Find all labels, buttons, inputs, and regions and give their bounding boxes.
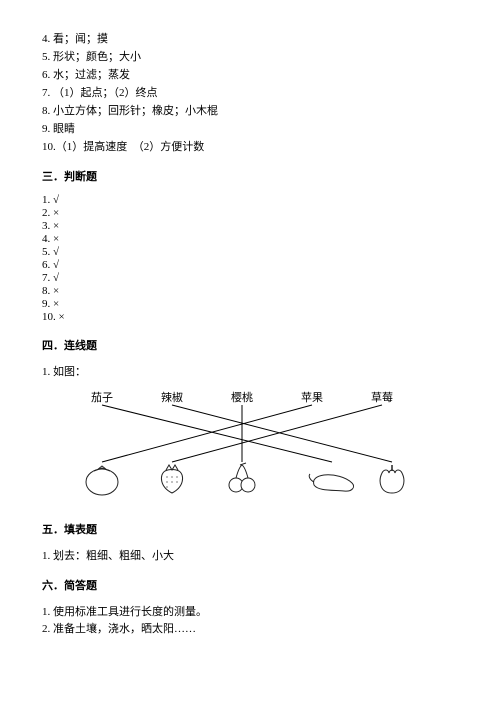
judge-item: 4. × <box>42 233 458 245</box>
section5-title: 五．填表题 <box>42 521 458 537</box>
strawberry-icon <box>161 465 182 493</box>
pepper-icon <box>380 465 404 493</box>
matching-label: 辣椒 <box>161 390 183 404</box>
tomato-icon <box>86 466 118 495</box>
qa-list: 1. 使用标准工具进行长度的测量。2. 准备土壤，浇水，晒太阳…… <box>42 603 458 636</box>
fill-item: 7. （1）起点；（2）终点 <box>42 84 458 100</box>
fill-item: 6. 水；过滤；蒸发 <box>42 66 458 82</box>
fill-table-item: 1. 划去：粗细、粗细、小大 <box>42 547 458 563</box>
section3-title: 三．判断题 <box>42 168 458 184</box>
matching-line <box>102 405 332 462</box>
judge-item: 1. √ <box>42 194 458 206</box>
section4-title: 四．连线题 <box>42 337 458 353</box>
qa-item: 1. 使用标准工具进行长度的测量。 <box>42 603 458 619</box>
qa-item: 2. 准备土壤，浇水，晒太阳…… <box>42 620 458 636</box>
judge-item: 6. √ <box>42 259 458 271</box>
judge-list: 1. √2. ×3. ×4. ×5. √6. √7. √8. ×9. ×10. … <box>42 194 458 323</box>
eggplant-icon <box>309 474 353 491</box>
fill-item: 5. 形状；颜色；大小 <box>42 48 458 64</box>
fill-item: 10.（1）提高速度 （2）方便计数 <box>42 138 458 154</box>
judge-item: 10. × <box>42 311 458 323</box>
judge-item: 7. √ <box>42 272 458 284</box>
matching-label: 茄子 <box>91 390 113 404</box>
matching-label: 樱桃 <box>231 390 253 404</box>
section6-title: 六．简答题 <box>42 577 458 593</box>
judge-item: 5. √ <box>42 246 458 258</box>
matching-intro: 1. 如图： <box>42 363 458 379</box>
fill-item: 8. 小立方体；回形针；橡皮；小木棍 <box>42 102 458 118</box>
matching-label: 苹果 <box>301 390 323 404</box>
judge-item: 2. × <box>42 207 458 219</box>
matching-label: 草莓 <box>371 391 393 404</box>
judge-item: 3. × <box>42 220 458 232</box>
fill-in-answers: 4. 看；闻；摸 5. 形状；颜色；大小 6. 水；过滤；蒸发 7. （1）起点；（2… <box>42 30 458 154</box>
fill-item: 9. 眼睛 <box>42 120 458 136</box>
cherry-icon <box>229 463 255 492</box>
judge-item: 9. × <box>42 298 458 310</box>
matching-diagram: 茄子 辣椒 樱桃 苹果 草莓 <box>42 387 437 507</box>
fill-item: 4. 看；闻；摸 <box>42 30 458 46</box>
judge-item: 8. × <box>42 285 458 297</box>
